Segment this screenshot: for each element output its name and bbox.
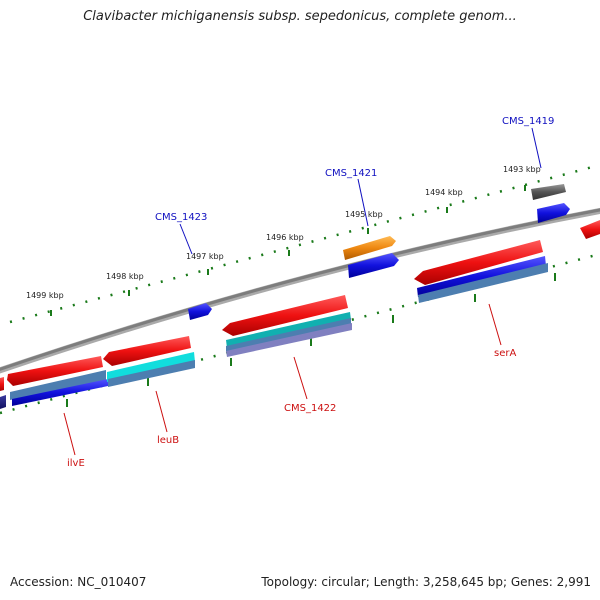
gene-feature-leub[interactable]: [103, 336, 195, 387]
ruler-line-upper: [9, 163, 600, 324]
accession-label: Accession: NC_010407: [10, 575, 147, 589]
gene-feature-cms-1422[interactable]: [222, 295, 352, 357]
tick-label-1493: 1493 kbp: [503, 165, 541, 174]
tick-label-1496: 1496 kbp: [266, 233, 304, 242]
gene-label-cms-1422[interactable]: CMS_1422: [284, 403, 336, 414]
tick-label-1497: 1497 kbp: [186, 252, 224, 261]
gene-label-cms-1419[interactable]: CMS_1419: [502, 116, 554, 127]
gene-label-sera[interactable]: serA: [494, 348, 516, 359]
gene-label-leub[interactable]: leuB: [157, 435, 179, 446]
gene-feature-edge-right[interactable]: [580, 220, 600, 239]
label-leaders: [63, 127, 542, 456]
gene-label-cms-1421[interactable]: CMS_1421: [325, 168, 377, 179]
gene-feature-ilve[interactable]: [7, 356, 108, 406]
gene-feature-cms-1419[interactable]: [531, 184, 570, 223]
genome-summary: Topology: circular; Length: 3,258,645 bp…: [261, 575, 591, 589]
gene-feature-sera[interactable]: [414, 240, 548, 303]
page-title: Clavibacter michiganensis subsp. sepedon…: [83, 9, 517, 24]
gene-label-cms-1423[interactable]: CMS_1423: [155, 212, 207, 223]
gene-label-ilve[interactable]: ilvE: [67, 458, 85, 469]
tick-label-1498: 1498 kbp: [106, 272, 144, 281]
gene-feature-cms-1423[interactable]: [188, 303, 212, 320]
tick-label-1499: 1499 kbp: [26, 291, 64, 300]
gene-feature-cms-1421[interactable]: [343, 236, 399, 278]
gene-feature-edge-left[interactable]: [0, 377, 6, 409]
tick-label-1494: 1494 kbp: [425, 188, 463, 197]
ruler-major-ticks: [50, 185, 526, 316]
ruler-lower-ticks: [66, 273, 556, 407]
tick-label-1495: 1495 kbp: [345, 210, 383, 219]
genome-backbone: [0, 207, 600, 374]
